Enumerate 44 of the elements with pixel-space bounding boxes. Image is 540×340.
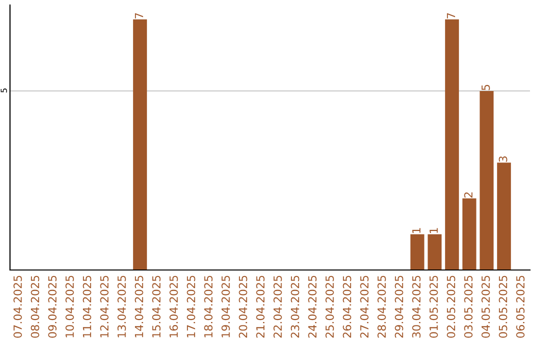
bar	[497, 162, 511, 270]
bar	[428, 234, 442, 270]
x-tick-label: 20.04.2025	[238, 276, 248, 338]
x-tick-label: 12.04.2025	[100, 276, 109, 338]
data-label: 3	[498, 156, 508, 162]
x-tick-label: 25.04.2025	[325, 276, 334, 338]
x-tick-label: 22.04.2025	[273, 276, 282, 338]
x-tick-label: 18.04.2025	[204, 276, 213, 338]
x-tick-label: 24.04.2025	[308, 276, 317, 338]
data-label: 7	[446, 13, 456, 18]
x-tick-label: 05.05.2025	[498, 276, 508, 338]
x-tick-label: 11.04.2025	[82, 276, 92, 338]
x-tick-label: 30.04.2025	[412, 276, 421, 338]
bar	[445, 19, 459, 270]
x-tick-label: 13.04.2025	[117, 276, 126, 338]
x-tick-label: 01.05.2025	[429, 276, 438, 338]
x-tick-label: 27.04.2025	[360, 276, 369, 338]
data-label: 1	[412, 228, 420, 233]
data-label: 1	[430, 228, 438, 233]
x-tick-label: 08.04.2025	[30, 276, 40, 338]
x-tick-label: 19.04.2025	[221, 276, 230, 338]
x-tick-label: 28.04.2025	[377, 276, 386, 338]
bar	[410, 234, 424, 270]
x-tick-label: 29.04.2025	[394, 276, 404, 338]
x-tick-label: 21.04.2025	[256, 276, 265, 338]
data-label: 7	[134, 13, 144, 18]
x-tick-label: 02.05.2025	[446, 276, 456, 338]
x-tick-label: 15.04.2025	[152, 276, 161, 338]
data-label: 2	[464, 192, 472, 198]
x-tick-label: 07.04.2025	[13, 276, 22, 338]
x-tick-label: 10.04.2025	[65, 276, 74, 338]
x-tick-label: 09.04.2025	[48, 276, 57, 338]
x-tick-label: 26.04.2025	[342, 276, 352, 338]
x-tick-label: 04.05.2025	[481, 276, 490, 338]
bar	[480, 90, 494, 270]
x-tick-label: 14.04.2025	[134, 276, 144, 338]
bar	[133, 19, 147, 270]
x-tick-label: 03.05.2025	[464, 276, 473, 338]
x-tick-label: 17.04.2025	[186, 276, 196, 338]
data-label: 5	[482, 84, 490, 90]
x-tick-label: 23.04.2025	[290, 276, 300, 338]
bar	[462, 198, 476, 270]
x-tick-label: 06.05.2025	[516, 276, 525, 338]
x-tick-label: 16.04.2025	[169, 276, 178, 338]
